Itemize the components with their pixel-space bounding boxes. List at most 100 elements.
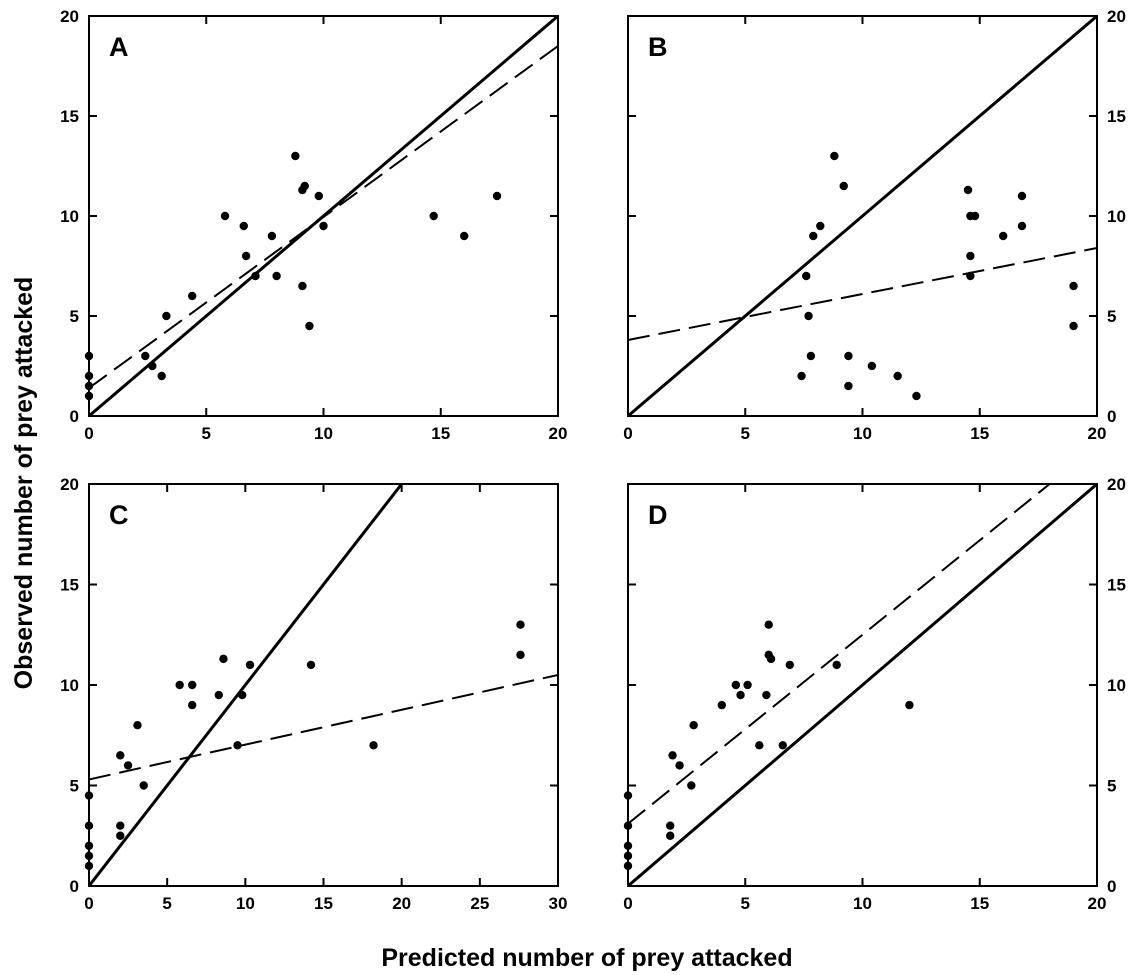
y-tick-label-d: 0 [1107, 877, 1116, 896]
data-point-d [905, 700, 914, 710]
x-tick-label-a: 15 [431, 424, 450, 443]
x-tick-label-b: 0 [623, 424, 632, 443]
data-point-b [966, 271, 975, 281]
data-point-c [116, 821, 125, 830]
data-point-c [84, 821, 94, 830]
data-point-b [1069, 281, 1078, 291]
data-point-d [785, 660, 795, 670]
y-tick-label-c: 10 [60, 676, 79, 695]
x-tick-label-a: 20 [549, 424, 568, 443]
panel-label-c: C [109, 500, 129, 530]
y-tick-label-a: 10 [60, 207, 79, 226]
y-tick-label-b: 10 [1107, 207, 1126, 226]
x-tick-label-a: 10 [314, 424, 333, 443]
data-point-c [306, 660, 316, 670]
y-tick-label-c: 0 [70, 877, 79, 896]
data-point-a [429, 211, 438, 221]
data-point-a [298, 281, 307, 291]
data-point-d [778, 741, 787, 750]
y-tick-label-a: 5 [70, 307, 79, 326]
data-point-d [736, 690, 745, 700]
data-point-b [844, 351, 853, 361]
y-tick-label-d: 20 [1107, 475, 1126, 494]
x-tick-label-c: 10 [236, 894, 255, 913]
panel-a: 0 5 10 15 20 0 5 10 15 20 A [60, 7, 567, 443]
data-point-a [305, 321, 314, 331]
y-tick-label-d: 5 [1107, 777, 1116, 796]
x-tick-label-b: 5 [741, 424, 750, 443]
data-point-c [84, 851, 94, 861]
identity-line-d [628, 484, 1097, 886]
data-point-a [272, 271, 281, 281]
data-point-b [970, 211, 980, 221]
y-tick-label-a: 0 [70, 407, 79, 426]
data-point-d [623, 821, 633, 830]
x-tick-label-c: 30 [549, 894, 568, 913]
data-point-d [668, 751, 677, 760]
x-tick-label-c: 15 [314, 894, 333, 913]
y-tick-label-b: 15 [1107, 107, 1126, 126]
data-point-d [755, 741, 764, 750]
data-point-c [84, 841, 94, 850]
x-axis-title: Predicted number of prey attacked [381, 944, 792, 972]
data-point-d [762, 690, 771, 700]
data-point-c [139, 781, 148, 790]
y-tick-label-c: 15 [60, 576, 79, 595]
data-point-d [717, 700, 726, 710]
y-tick-label-b: 0 [1107, 407, 1116, 426]
data-point-a [84, 371, 94, 381]
data-point-b [1017, 191, 1027, 201]
data-point-c [233, 741, 242, 750]
data-point-a [84, 391, 94, 401]
data-point-b [844, 381, 853, 391]
data-point-b [963, 185, 973, 195]
data-point-c [187, 680, 197, 690]
fit-line-b [628, 247, 1097, 341]
data-point-d [743, 680, 752, 690]
x-tick-label-d: 0 [623, 894, 632, 913]
data-point-b [806, 351, 816, 361]
data-point-d [766, 654, 776, 664]
data-point-a [300, 181, 309, 191]
data-point-a [187, 291, 197, 301]
x-tick-label-c: 25 [470, 894, 489, 913]
data-point-a [157, 371, 166, 381]
data-point-c [187, 700, 197, 710]
data-point-a [291, 151, 300, 161]
y-axis-title: Observed number of prey attacked [10, 277, 38, 690]
data-point-d [623, 851, 633, 861]
data-point-c [116, 831, 125, 840]
data-point-a [220, 211, 230, 221]
data-point-b [1017, 221, 1027, 231]
data-point-a [251, 271, 260, 281]
data-point-b [809, 231, 818, 241]
data-point-a [314, 191, 324, 201]
x-tick-label-d: 15 [970, 894, 989, 913]
data-point-d [623, 841, 633, 850]
data-point-d [666, 831, 675, 840]
panel-c: 0 5 10 15 20 25 30 0 5 10 15 20 C [60, 475, 567, 913]
data-point-b [804, 311, 813, 321]
y-tick-label-d: 15 [1107, 576, 1126, 595]
data-point-d [675, 761, 684, 770]
data-point-d [687, 781, 696, 790]
x-tick-label-b: 10 [853, 424, 872, 443]
data-point-b [816, 221, 825, 231]
y-tick-label-b: 5 [1107, 307, 1116, 326]
data-point-c [116, 751, 125, 760]
data-point-d [731, 680, 741, 690]
data-point-a [319, 221, 328, 231]
data-point-d [832, 660, 841, 670]
data-point-a [84, 351, 94, 361]
panel-label-b: B [648, 32, 668, 62]
data-point-a [267, 231, 277, 241]
panel-label-a: A [109, 32, 129, 62]
data-point-c [133, 721, 142, 730]
data-point-b [867, 361, 877, 371]
y-tick-label-b: 20 [1107, 7, 1126, 26]
data-point-b [893, 371, 902, 381]
data-point-c [175, 680, 184, 690]
